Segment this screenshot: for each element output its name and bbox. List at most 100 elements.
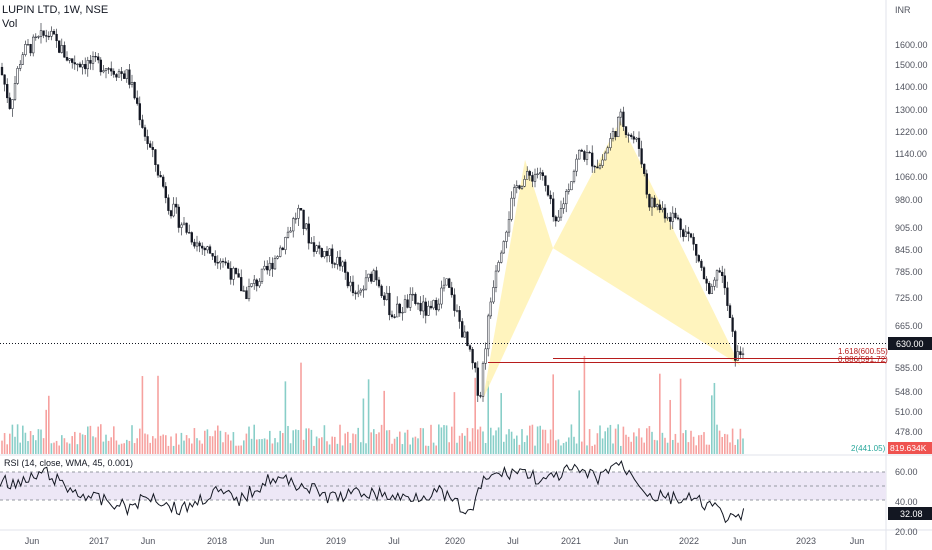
candle-body: [112, 70, 115, 75]
volume-bar: [141, 376, 144, 454]
volume-bar: [591, 445, 593, 454]
candle-body: [214, 255, 217, 263]
time-label-12: Jun: [732, 536, 747, 546]
volume-bar: [175, 433, 177, 454]
volume-bar: [58, 445, 60, 454]
volume-bar: [227, 434, 229, 454]
candle-body: [39, 30, 43, 37]
volume-bar: [89, 425, 92, 454]
volume-bar: [53, 442, 55, 454]
volume-bar: [66, 442, 68, 454]
candle-body: [437, 303, 440, 311]
pattern-abc: [553, 121, 740, 366]
candle-body: [115, 74, 118, 78]
time-label-11: 2022: [679, 536, 699, 546]
candle-body: [728, 305, 732, 318]
candle-body: [715, 270, 719, 281]
volume-bar: [237, 445, 240, 454]
volume-bar: [513, 438, 515, 454]
candle-body: [138, 103, 141, 121]
candle-body: [305, 223, 308, 229]
volume-bar: [404, 432, 406, 454]
candle-body: [442, 284, 446, 289]
candle-body: [237, 273, 240, 278]
candle-body: [195, 242, 199, 247]
volume-bar: [214, 430, 216, 454]
candle-body: [162, 176, 165, 187]
volume-bar: [612, 443, 614, 454]
volume-bar: [464, 435, 466, 454]
candle-body: [250, 283, 253, 287]
candle-body: [627, 134, 630, 136]
candle-body: [726, 287, 729, 306]
volume-bar: [523, 442, 526, 454]
candle-body: [445, 278, 448, 286]
volume-bar: [664, 437, 666, 454]
volume-bar: [479, 426, 482, 454]
volume-bar: [708, 444, 710, 454]
volume-bar: [1, 440, 3, 454]
volume-bar: [500, 393, 502, 454]
candle-body: [201, 245, 204, 249]
candle-body: [123, 73, 126, 79]
volume-bar: [22, 425, 24, 454]
candle-body: [110, 68, 113, 72]
chart-title: LUPIN LTD, 1W, NSE: [2, 4, 109, 16]
candle-body: [341, 261, 344, 267]
volume-bar: [349, 443, 352, 454]
candle-body: [260, 268, 264, 282]
candle-body: [182, 222, 186, 226]
volume-bars: [1, 355, 744, 454]
volume-axis-value: 2(441.05): [851, 444, 886, 453]
candle-body: [45, 35, 48, 37]
volume-bar: [435, 445, 437, 454]
volume-bar: [461, 433, 463, 454]
volume-bar: [3, 433, 6, 454]
candle-body: [440, 287, 443, 305]
candle-body: [325, 250, 329, 257]
price-tick-10: 785.00: [895, 267, 923, 277]
volume-bar: [87, 426, 89, 454]
price-tick-4: 1220.00: [895, 127, 928, 137]
volume-bar: [471, 428, 474, 454]
volume-bar: [531, 424, 534, 454]
candle-body: [518, 185, 521, 189]
candle-body: [463, 331, 466, 338]
candle-body: [185, 222, 188, 233]
volume-bar: [232, 432, 235, 454]
candle-body: [406, 299, 409, 308]
candle-body: [666, 216, 669, 219]
candle-body: [91, 55, 95, 64]
volume-bar: [63, 438, 66, 454]
volume-bar: [178, 444, 180, 454]
volume-bar: [622, 426, 625, 454]
volume-bar: [183, 440, 185, 454]
candle-body: [255, 279, 258, 287]
candle-body: [455, 310, 459, 312]
candle-body: [650, 197, 654, 208]
candle-body: [370, 273, 373, 282]
candle-body: [450, 287, 453, 296]
candle-body: [549, 194, 552, 200]
candle-body: [73, 62, 76, 65]
candle-body: [734, 331, 737, 361]
volume-legend: Vol: [2, 18, 18, 30]
candle-body: [94, 55, 97, 58]
volume-bar: [76, 444, 79, 454]
volume-bar: [55, 440, 58, 454]
volume-bar: [305, 428, 307, 454]
volume-bar: [94, 437, 97, 454]
volume-bar: [300, 362, 302, 454]
candle-body: [409, 294, 412, 308]
candle-body: [198, 242, 201, 247]
candle-body: [16, 68, 19, 84]
volume-bar: [206, 429, 209, 454]
volume-bar: [401, 444, 404, 454]
volume-bar: [19, 442, 21, 454]
volume-bar: [115, 440, 118, 454]
candle-body: [435, 300, 438, 311]
volume-bar: [458, 435, 461, 454]
candle-body: [736, 351, 739, 361]
volume-bar: [713, 382, 716, 454]
